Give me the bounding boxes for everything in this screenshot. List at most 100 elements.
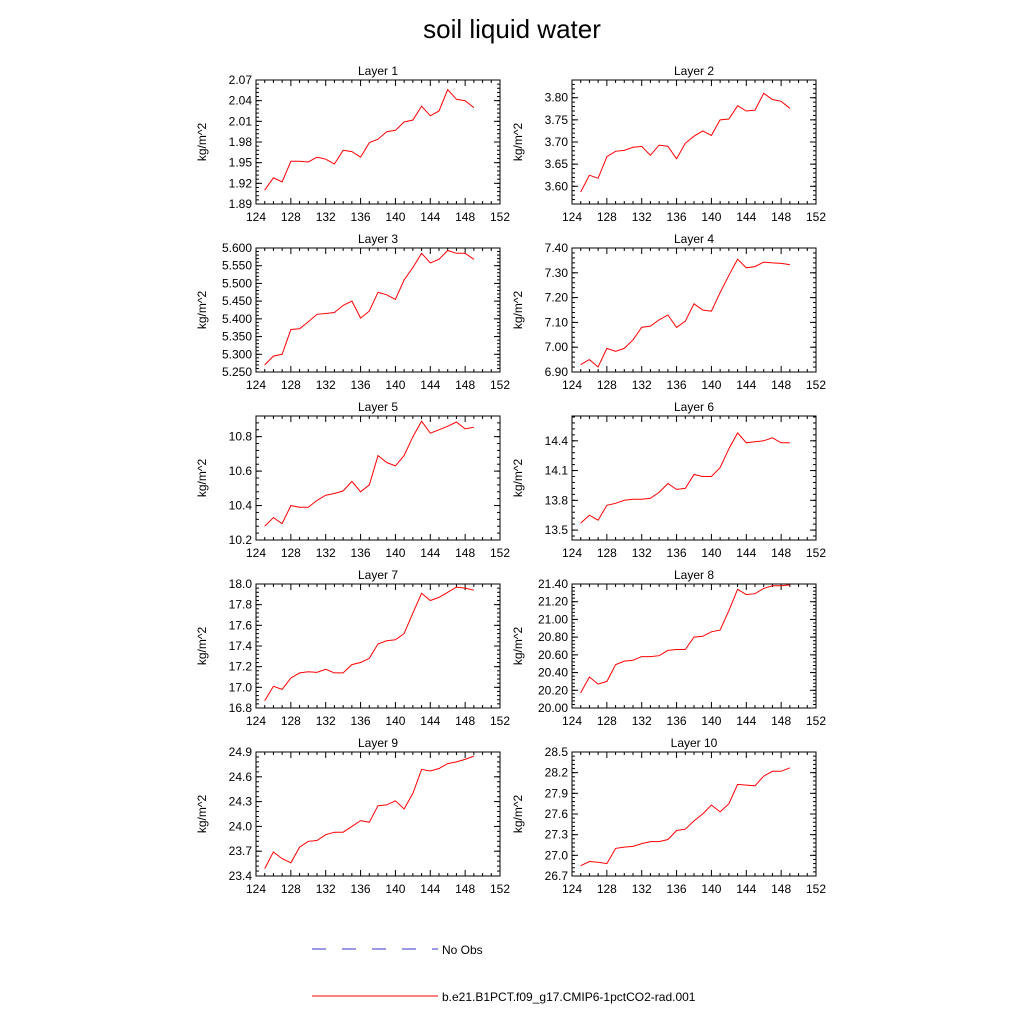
y-tick-label: 20.80 <box>538 630 568 644</box>
x-tick-label: 152 <box>490 378 510 392</box>
panel-layer-9: Layer 9 kg/m^2 124 128 132 136 140 144 148 152 23.… <box>195 736 510 896</box>
x-tick-label: 144 <box>736 378 756 392</box>
legend-label-no-obs: No Obs <box>442 943 483 957</box>
panel-title: Layer 7 <box>358 568 398 582</box>
y-tick-label: 1.92 <box>229 176 253 190</box>
x-tick-label: 152 <box>490 546 510 560</box>
panel-layer-7: Layer 7 kg/m^2 124 128 132 136 140 144 148 152 16.… <box>195 568 510 728</box>
panel-title: Layer 10 <box>671 736 718 750</box>
x-tick-label: 148 <box>771 882 791 896</box>
y-tick-label: 24.3 <box>229 795 253 809</box>
x-tick-label: 140 <box>701 210 721 224</box>
x-tick-label: 140 <box>701 546 721 560</box>
y-tick-label: 3.70 <box>545 135 569 149</box>
y-axis-label: kg/m^2 <box>511 627 525 666</box>
y-tick-label: 1.95 <box>229 156 253 170</box>
y-tick-label: 13.5 <box>545 523 569 537</box>
y-tick-label: 5.400 <box>222 312 252 326</box>
y-tick-label: 10.4 <box>229 499 253 513</box>
y-tick-label: 26.7 <box>545 869 569 883</box>
x-tick-label: 140 <box>385 378 405 392</box>
panel-title: Layer 6 <box>674 400 714 414</box>
panel-title: Layer 3 <box>358 232 398 246</box>
x-tick-label: 140 <box>701 882 721 896</box>
panel-layer-10: Layer 10 kg/m^2 124 128 132 136 140 144 148 152 26… <box>511 736 826 896</box>
x-tick-label: 124 <box>246 714 266 728</box>
y-tick-label: 5.600 <box>222 241 252 255</box>
plot-frame <box>255 247 501 373</box>
y-axis-label: kg/m^2 <box>511 123 525 162</box>
y-axis-label: kg/m^2 <box>195 795 209 834</box>
y-tick-label: 21.20 <box>538 595 568 609</box>
x-tick-label: 132 <box>316 378 336 392</box>
y-tick-label: 13.8 <box>545 493 569 507</box>
y-axis-label: kg/m^2 <box>511 459 525 498</box>
y-tick-label: 23.7 <box>229 844 253 858</box>
x-tick-label: 136 <box>667 714 687 728</box>
panel-title: Layer 2 <box>674 64 714 78</box>
y-tick-label: 3.65 <box>545 157 569 171</box>
series-line-model <box>580 432 790 524</box>
y-tick-label: 27.6 <box>545 807 569 821</box>
x-tick-label: 132 <box>632 210 652 224</box>
x-tick-label: 136 <box>351 714 371 728</box>
x-tick-label: 136 <box>351 378 371 392</box>
x-tick-label: 148 <box>455 210 475 224</box>
x-tick-label: 144 <box>736 882 756 896</box>
x-tick-label: 144 <box>736 210 756 224</box>
x-tick-label: 128 <box>597 714 617 728</box>
y-tick-label: 2.01 <box>229 114 253 128</box>
x-tick-label: 148 <box>771 546 791 560</box>
x-tick-label: 132 <box>316 546 336 560</box>
panel-layer-6: Layer 6 kg/m^2 124 128 132 136 140 144 148 152 13.… <box>511 400 826 560</box>
panel-title: Layer 9 <box>358 736 398 750</box>
x-tick-label: 140 <box>701 714 721 728</box>
panel-layer-2: Layer 2 kg/m^2 124 128 132 136 140 144 148 152 3.6… <box>511 64 826 224</box>
x-tick-label: 124 <box>562 714 582 728</box>
x-tick-label: 132 <box>632 378 652 392</box>
x-tick-label: 128 <box>281 210 301 224</box>
y-axis-label: kg/m^2 <box>195 459 209 498</box>
y-tick-label: 6.90 <box>545 365 569 379</box>
y-tick-label: 24.9 <box>229 745 253 759</box>
x-tick-label: 144 <box>420 546 440 560</box>
x-tick-label: 124 <box>246 378 266 392</box>
y-tick-label: 5.250 <box>222 365 252 379</box>
x-tick-label: 152 <box>490 714 510 728</box>
y-tick-label: 7.30 <box>545 266 569 280</box>
x-tick-label: 152 <box>490 882 510 896</box>
y-tick-label: 5.300 <box>222 347 252 361</box>
y-tick-label: 1.98 <box>229 135 253 149</box>
x-tick-label: 152 <box>490 210 510 224</box>
x-tick-label: 136 <box>667 882 687 896</box>
y-tick-label: 17.4 <box>229 639 253 653</box>
x-tick-label: 152 <box>806 546 826 560</box>
x-tick-label: 132 <box>632 714 652 728</box>
x-tick-label: 128 <box>597 378 617 392</box>
x-tick-label: 128 <box>281 546 301 560</box>
series-line-model <box>264 249 475 366</box>
x-tick-label: 148 <box>455 378 475 392</box>
x-tick-label: 148 <box>771 714 791 728</box>
series-line-model <box>580 767 791 867</box>
plot-frame <box>571 751 817 877</box>
x-tick-label: 152 <box>806 210 826 224</box>
y-axis-label: kg/m^2 <box>195 123 209 162</box>
x-tick-label: 148 <box>771 378 791 392</box>
legend: No Obs b.e21.B1PCT.f09_g17.CMIP6-1pctCO2… <box>312 943 696 1004</box>
y-axis-label: kg/m^2 <box>195 627 209 666</box>
x-tick-label: 132 <box>316 210 336 224</box>
x-tick-label: 136 <box>667 378 687 392</box>
x-tick-label: 124 <box>246 546 266 560</box>
series-line-model <box>264 88 475 191</box>
x-tick-label: 124 <box>562 378 582 392</box>
plot-frame <box>571 415 817 541</box>
x-tick-label: 132 <box>632 882 652 896</box>
panel-title: Layer 4 <box>674 232 714 246</box>
series-line-model <box>580 258 790 368</box>
x-tick-label: 136 <box>667 546 687 560</box>
plot-frame <box>255 415 501 541</box>
y-tick-label: 10.6 <box>229 464 253 478</box>
plot-frame <box>571 583 817 709</box>
